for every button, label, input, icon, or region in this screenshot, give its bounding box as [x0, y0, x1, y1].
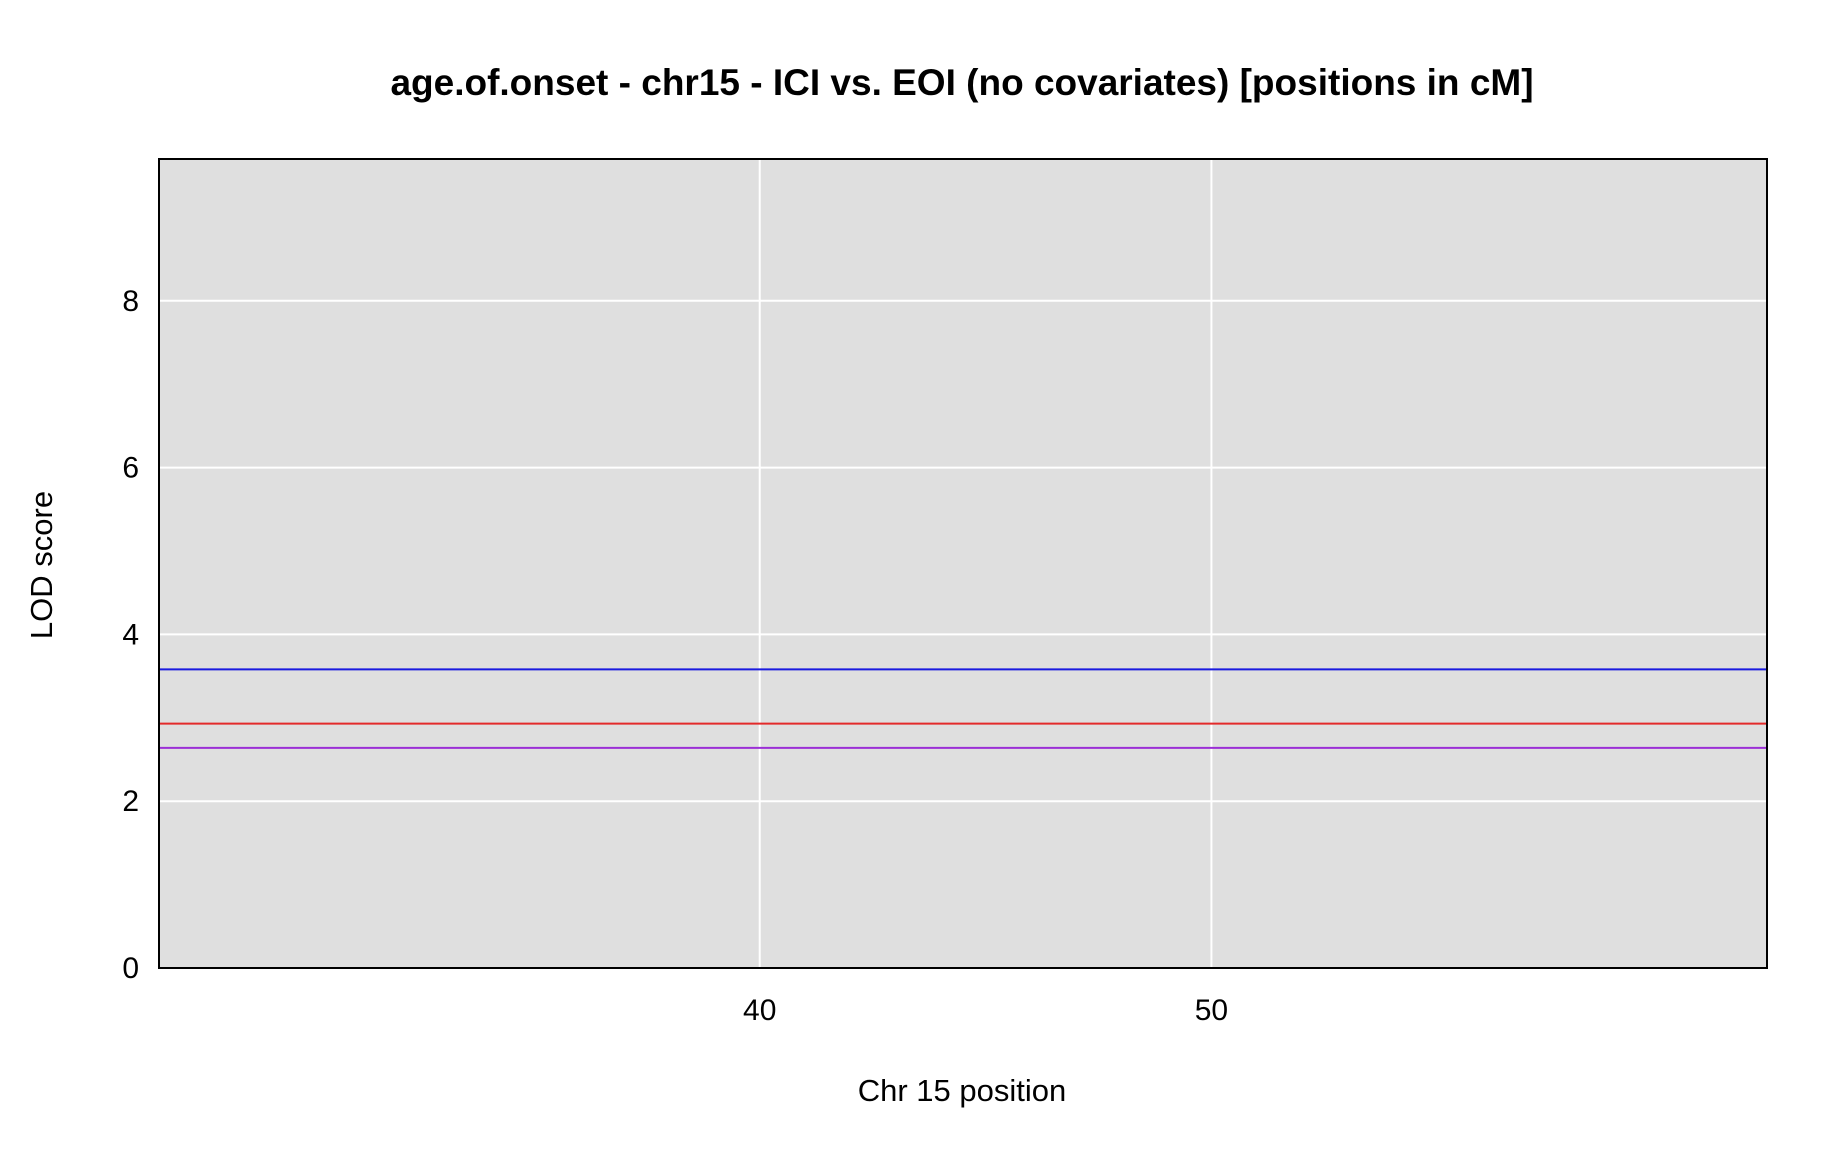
x-axis-label: Chr 15 position	[858, 1073, 1067, 1108]
x-tick-label: 40	[743, 994, 776, 1027]
x-tick-label: 50	[1195, 994, 1228, 1027]
y-tick-label: 8	[122, 285, 139, 318]
plot-frame	[158, 158, 1768, 969]
y-tick-label: 6	[122, 452, 139, 485]
plot-background	[159, 159, 1767, 968]
y-axis-label: LOD score	[24, 491, 59, 639]
y-tick-label: 4	[122, 618, 139, 651]
y-tick-label: 2	[122, 785, 139, 818]
y-tick-label: 0	[122, 952, 139, 985]
chart-title: age.of.onset - chr15 - ICI vs. EOI (no c…	[390, 62, 1533, 103]
plot-area: 0 2 4 6 8 40 50	[122, 158, 1768, 1027]
